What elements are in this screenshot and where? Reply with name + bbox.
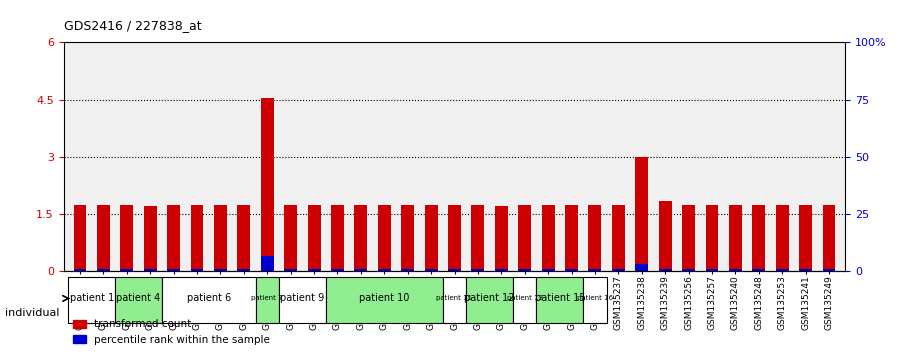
Bar	[612, 269, 624, 271]
Bar	[97, 205, 110, 271]
Text: patient 13: patient 13	[506, 296, 543, 302]
Text: patient 4: patient 4	[116, 293, 161, 303]
Bar	[120, 205, 134, 271]
Bar	[378, 269, 391, 271]
FancyBboxPatch shape	[536, 277, 584, 323]
FancyBboxPatch shape	[325, 277, 443, 323]
Bar	[799, 205, 812, 271]
Bar	[355, 205, 367, 271]
Bar	[705, 205, 718, 271]
Bar	[659, 201, 672, 271]
Bar	[285, 269, 297, 271]
Bar	[518, 205, 531, 271]
Legend: transformed count, percentile rank within the sample: transformed count, percentile rank withi…	[69, 315, 274, 349]
Bar	[494, 206, 508, 271]
Bar	[472, 269, 484, 271]
Bar	[331, 205, 344, 271]
Bar	[635, 264, 648, 271]
Bar	[753, 269, 765, 271]
Bar	[775, 269, 789, 271]
FancyBboxPatch shape	[584, 277, 606, 323]
Bar	[612, 205, 624, 271]
Text: patient 7: patient 7	[252, 296, 283, 302]
Text: GDS2416 / 227838_at: GDS2416 / 227838_at	[64, 19, 201, 32]
Bar	[542, 269, 554, 271]
Text: individual: individual	[5, 308, 59, 318]
Bar	[494, 269, 508, 271]
Bar	[378, 205, 391, 271]
Bar	[753, 205, 765, 271]
Bar	[307, 269, 321, 271]
Text: patient 10: patient 10	[359, 293, 409, 303]
Bar	[401, 269, 415, 271]
Bar	[823, 269, 835, 271]
Bar	[120, 269, 134, 271]
Bar	[237, 205, 250, 271]
Text: patient 16: patient 16	[577, 296, 613, 302]
Bar	[144, 206, 156, 271]
Text: patient 15: patient 15	[534, 293, 585, 303]
Text: patient 12: patient 12	[464, 293, 514, 303]
Text: patient 6: patient 6	[186, 293, 231, 303]
Bar	[775, 205, 789, 271]
Bar	[588, 269, 602, 271]
Bar	[729, 205, 742, 271]
Bar	[705, 269, 718, 271]
Bar	[425, 269, 437, 271]
Bar	[191, 269, 204, 271]
FancyBboxPatch shape	[115, 277, 162, 323]
Bar	[355, 269, 367, 271]
Bar	[214, 269, 227, 271]
Bar	[425, 205, 437, 271]
Bar	[659, 269, 672, 271]
FancyBboxPatch shape	[466, 277, 513, 323]
Bar	[307, 205, 321, 271]
Bar	[565, 205, 578, 271]
Bar	[448, 269, 461, 271]
Bar	[74, 205, 86, 271]
Bar	[144, 269, 156, 271]
Bar	[682, 269, 695, 271]
Bar	[167, 269, 180, 271]
Bar	[565, 269, 578, 271]
Bar	[285, 205, 297, 271]
Bar	[448, 205, 461, 271]
Bar	[97, 269, 110, 271]
Text: patient 1: patient 1	[70, 293, 114, 303]
FancyBboxPatch shape	[443, 277, 466, 323]
Bar	[542, 205, 554, 271]
Bar	[167, 205, 180, 271]
Bar	[729, 269, 742, 271]
Bar	[261, 98, 274, 271]
Bar	[261, 256, 274, 271]
Bar	[823, 205, 835, 271]
Bar	[191, 205, 204, 271]
Bar	[588, 205, 602, 271]
Bar	[635, 157, 648, 271]
FancyBboxPatch shape	[162, 277, 255, 323]
FancyBboxPatch shape	[255, 277, 279, 323]
Bar	[799, 269, 812, 271]
FancyBboxPatch shape	[279, 277, 325, 323]
Bar	[518, 269, 531, 271]
Bar	[331, 269, 344, 271]
Bar	[74, 269, 86, 271]
Bar	[237, 269, 250, 271]
Bar	[401, 205, 415, 271]
Text: patient 9: patient 9	[280, 293, 325, 303]
Bar	[214, 205, 227, 271]
Text: patient 11: patient 11	[436, 296, 473, 302]
FancyBboxPatch shape	[513, 277, 536, 323]
FancyBboxPatch shape	[68, 277, 115, 323]
Bar	[682, 205, 695, 271]
Bar	[472, 205, 484, 271]
